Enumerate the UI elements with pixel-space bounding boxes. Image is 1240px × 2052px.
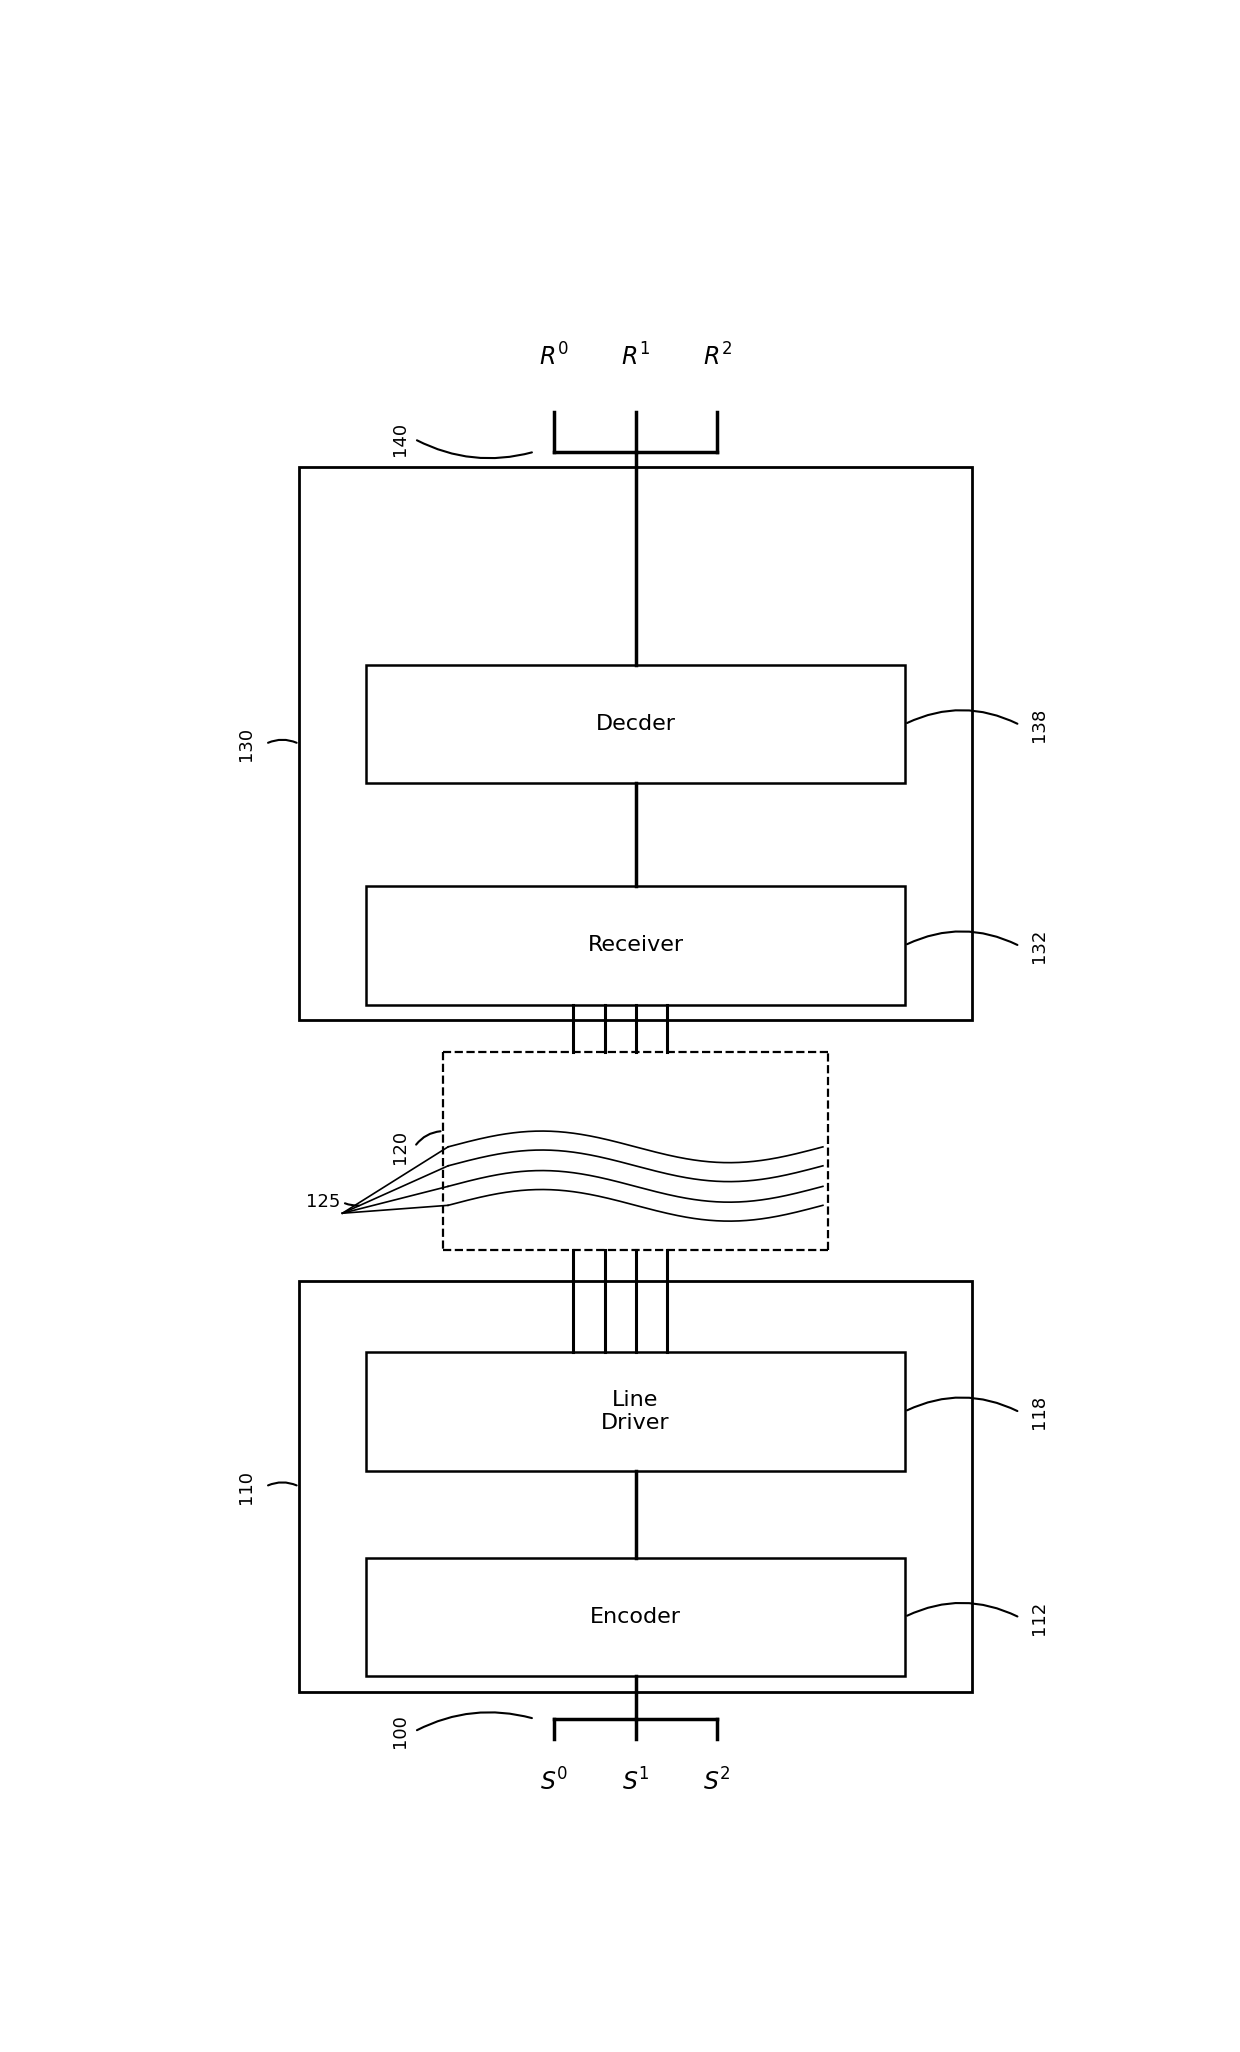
FancyBboxPatch shape xyxy=(367,1557,905,1676)
Text: 118: 118 xyxy=(1030,1395,1048,1430)
FancyBboxPatch shape xyxy=(367,886,905,1005)
Text: 138: 138 xyxy=(1030,708,1048,743)
FancyBboxPatch shape xyxy=(367,665,905,784)
Text: 100: 100 xyxy=(391,1715,409,1748)
Text: $R^1$: $R^1$ xyxy=(621,343,650,371)
Text: $R^2$: $R^2$ xyxy=(703,343,732,371)
Text: Encoder: Encoder xyxy=(590,1607,681,1627)
Text: $R^0$: $R^0$ xyxy=(539,343,569,371)
Text: 125: 125 xyxy=(306,1192,340,1211)
Text: Line
Driver: Line Driver xyxy=(601,1389,670,1432)
FancyBboxPatch shape xyxy=(299,1280,972,1693)
Text: Decder: Decder xyxy=(595,714,676,735)
FancyBboxPatch shape xyxy=(299,468,972,1020)
Text: 112: 112 xyxy=(1030,1601,1048,1635)
Text: 130: 130 xyxy=(237,726,255,761)
Text: 120: 120 xyxy=(391,1131,409,1163)
Text: Receiver: Receiver xyxy=(588,936,683,956)
Text: 132: 132 xyxy=(1030,930,1048,962)
FancyBboxPatch shape xyxy=(367,1352,905,1471)
Text: 140: 140 xyxy=(391,423,409,456)
Text: $S^1$: $S^1$ xyxy=(621,1769,650,1796)
Text: $S^2$: $S^2$ xyxy=(703,1769,730,1796)
Text: 110: 110 xyxy=(237,1469,255,1504)
Text: $S^0$: $S^0$ xyxy=(539,1769,568,1796)
